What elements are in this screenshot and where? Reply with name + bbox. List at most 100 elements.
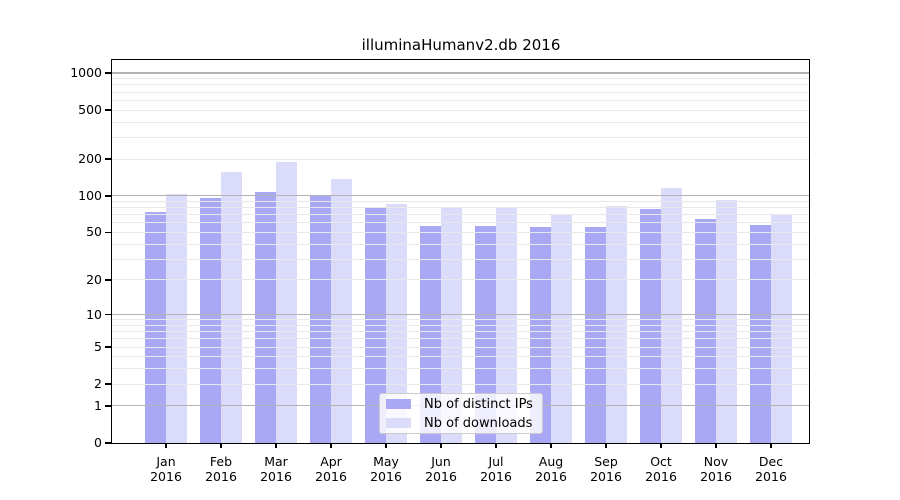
y-tick-mark [105,313,111,316]
bar-downloads-mar [276,161,297,443]
y-tick-mark [105,158,111,160]
x-tick-label: Sep 2016 [578,454,634,484]
bar-downloads-oct [661,188,682,443]
minor-gridline [112,368,810,370]
major-gridline [112,72,810,74]
x-tick-mark [715,443,717,448]
x-tick-label: Nov 2016 [688,454,744,484]
minor-gridline [112,324,810,326]
minor-gridline [112,319,810,321]
y-tick-label: 100 [78,187,102,203]
minor-gridline [112,222,810,224]
x-tick-month: Apr [320,454,342,469]
minor-gridline [112,91,810,93]
minor-gridline [112,158,810,160]
x-tick-mark [165,443,167,448]
x-tick-year: 2016 [645,469,677,484]
x-tick-mark [220,443,222,448]
x-tick-label: Jan 2016 [138,454,194,484]
x-tick-year: 2016 [480,469,512,484]
x-tick-label: Aug 2016 [523,454,579,484]
bar-distinct-ips-dec [750,224,771,443]
bar-distinct-ips-jan [145,211,166,443]
bar-downloads-feb [221,172,242,443]
x-tick-year: 2016 [700,469,732,484]
y-tick-label: 200 [78,151,102,167]
x-tick-mark [275,443,277,448]
bar-downloads-jan [166,194,187,443]
x-tick-year: 2016 [260,469,292,484]
bar-distinct-ips-apr [310,194,331,443]
x-tick-month: Feb [209,454,233,469]
x-tick-mark [440,443,442,448]
legend-label-downloads: Nb of downloads [424,415,533,431]
bar-distinct-ips-aug [530,226,551,443]
bar-downloads-nov [716,200,737,443]
x-tick-label: Mar 2016 [248,454,304,484]
x-tick-month: Sep [594,454,618,469]
x-tick-year: 2016 [590,469,622,484]
chart-title: illuminaHumanv2.db 2016 [361,36,561,54]
legend-swatch-distinct-ips [386,399,411,409]
y-tick-label: 10 [86,306,102,322]
minor-gridline [112,258,810,260]
y-tick-mark [105,231,111,234]
minor-gridline [112,356,810,358]
x-tick-month: May [373,454,399,469]
y-tick-label: 50 [86,224,102,240]
x-tick-month: Jul [488,454,504,469]
minor-gridline [112,109,810,111]
x-tick-year: 2016 [370,469,402,484]
minor-gridline [112,99,810,101]
x-tick-mark [495,443,497,448]
y-tick-label: 0 [94,435,102,450]
x-tick-month: Jun [431,454,451,469]
y-tick-mark [105,195,111,197]
x-tick-label: Feb 2016 [193,454,249,484]
minor-gridline [112,78,810,80]
x-tick-year: 2016 [425,469,457,484]
minor-gridline [112,331,810,333]
x-tick-year: 2016 [535,469,567,484]
x-tick-year: 2016 [315,469,347,484]
minor-gridline [112,84,810,86]
y-tick-label: 20 [86,271,102,287]
x-tick-month: Nov [703,454,729,469]
x-tick-month: Aug [538,454,564,469]
legend-label-distinct-ips: Nb of distinct IPs [424,396,533,412]
x-tick-mark [770,443,772,448]
x-tick-month: Jan [156,454,176,469]
y-tick-mark [105,72,111,74]
y-tick-label: 1000 [70,65,102,81]
x-tick-label: Jul 2016 [468,454,524,484]
minor-gridline [112,200,810,202]
minor-gridline [112,136,810,138]
x-tick-label: Jun 2016 [413,454,469,484]
legend-row-downloads: Nb of downloads [380,414,542,432]
bar-downloads-may [386,203,407,443]
legend: Nb of distinct IPs Nb of downloads [379,393,543,434]
x-tick-mark [550,443,552,448]
bar-distinct-ips-sep [585,227,606,443]
x-tick-year: 2016 [150,469,182,484]
minor-gridline [112,214,810,216]
minor-gridline [112,338,810,340]
x-tick-month: Oct [650,454,672,469]
minor-gridline [112,279,810,281]
bar-downloads-apr [331,178,352,443]
minor-gridline [112,121,810,123]
x-tick-label: May 2016 [358,454,414,484]
x-tick-label: Dec 2016 [743,454,799,484]
y-tick-label: 5 [94,339,102,355]
y-tick-label: 1 [94,397,102,413]
y-tick-mark [105,346,111,348]
minor-gridline [112,231,810,233]
x-tick-label: Oct 2016 [633,454,689,484]
x-tick-mark [330,443,332,448]
y-tick-label: 2 [94,376,102,392]
minor-gridline [112,383,810,385]
y-tick-mark [105,109,111,111]
x-tick-year: 2016 [205,469,237,484]
minor-gridline [112,207,810,209]
